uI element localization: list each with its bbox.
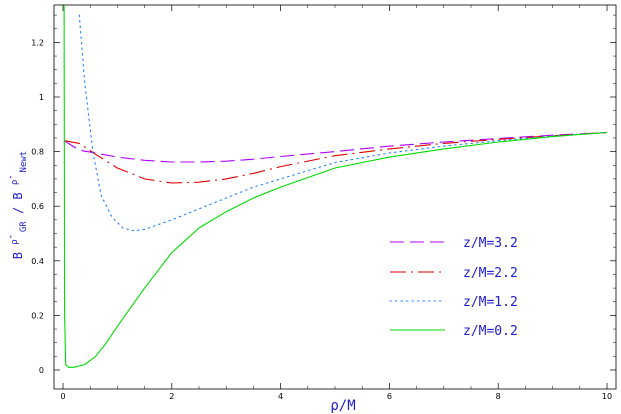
y-tick-label: 0.6 <box>31 202 44 211</box>
x-tick-label: 6 <box>387 392 392 401</box>
legend: z/M=3.2 z/M=2.2 z/M=1.2 z/M=0.2 <box>389 236 518 339</box>
series-layer <box>63 5 608 368</box>
y-tick-label: 0.8 <box>31 148 44 157</box>
x-tick-label: 8 <box>496 392 501 401</box>
y-tick-label: 0.4 <box>31 257 44 266</box>
y-label-base1: B <box>11 252 25 259</box>
y-label-sup1: ρ̂ <box>9 234 20 244</box>
x-tick-label: 2 <box>169 392 174 401</box>
y-label-sub2: Newt <box>19 151 29 173</box>
y-tick-label: 0.2 <box>31 311 44 320</box>
x-tick-label: 10 <box>602 392 612 401</box>
y-tick-label: 0 <box>39 366 44 375</box>
x-tick-label: 4 <box>278 392 283 401</box>
legend-label-1: z/M=3.2 <box>463 236 518 251</box>
series-line-z-m-0-2 <box>63 5 608 368</box>
y-label-sep: / <box>11 207 25 214</box>
legend-label-3: z/M=1.2 <box>463 295 518 310</box>
series-line-z-m-3-2 <box>63 131 608 163</box>
series-line-z-m-1-2 <box>78 14 608 232</box>
y-axis-label: B ρ̂ GR / B ρ̂ Newt <box>6 151 29 259</box>
axis-ticks: 0 2 4 6 8 10 0 0.2 0.4 0.6 0.8 1 1.2 <box>31 5 616 401</box>
y-tick-label: 1.2 <box>31 38 44 47</box>
x-tick-label: 0 <box>60 392 65 401</box>
y-label-sub1: GR <box>19 221 29 232</box>
x-axis-label: ρ/M <box>330 398 355 414</box>
y-tick-label: 1 <box>39 93 44 102</box>
plot-frame <box>53 4 617 390</box>
legend-label-2: z/M=2.2 <box>463 266 518 281</box>
y-label-base2: B <box>11 192 25 199</box>
legend-label-4: z/M=0.2 <box>463 324 518 339</box>
y-label-sup2: ρ̂ <box>9 175 20 185</box>
series-line-z-m-2-2 <box>64 131 608 184</box>
